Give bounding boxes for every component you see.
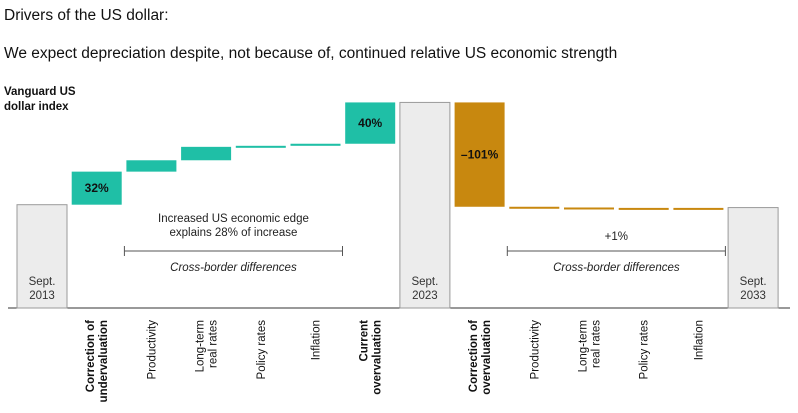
y-axis-label-line-2: dollar index [4,101,69,113]
category-label-1-0: Correction of [85,320,97,392]
category-label-5-0: Inflation [311,320,323,360]
bar-value-label-1: 32% [85,181,109,195]
category-label-12-0: Inflation [693,320,705,360]
waterfall-bar-13 [727,207,779,309]
chart-title: Drivers of the US dollar: [4,7,169,24]
category-label-2-0: Productivity [146,320,158,380]
category-label-6-1: overvaluation [372,320,384,395]
category-label-3-0: Long-term [195,320,207,372]
waterfall-bar-3 [181,146,232,161]
waterfall-bar-11 [618,207,669,210]
category-label-6-0: Current [359,320,371,362]
waterfall-bar-5 [290,143,341,146]
waterfall-bar-4 [235,145,286,148]
waterfall-bar-8 [454,102,505,207]
category-label-3-1: real rates [208,320,220,368]
category-label-4-0: Policy rates [256,320,268,380]
waterfall-bar-12 [673,207,724,210]
waterfall-bar-0 [16,204,68,309]
category-label-11-0: Policy rates [639,320,651,380]
waterfall-bar-10 [564,207,614,210]
waterfall-bar-6 [345,102,396,144]
bracket-left-label: Cross-border differences [170,262,297,274]
waterfall-bar-7 [399,101,451,309]
category-label-9-0: Productivity [529,320,541,380]
waterfall-bar-9 [509,206,560,209]
category-label-10-1: real rates [591,320,603,368]
category-label-10-0: Long-term [578,320,590,372]
annot-edge-line-1: explains 28% of increase [170,227,298,239]
period-label-7-0: Sept. [411,276,438,288]
category-label-8-1: overvaluation [481,320,493,395]
period-label-13-0: Sept. [740,276,767,288]
bar-value-label-6: 40% [358,116,382,130]
bar-value-label-8: –101% [461,148,499,162]
period-label-7-1: 2023 [412,290,438,302]
category-label-8-0: Correction of [468,320,480,392]
category-label-1-1: undervaluation [98,320,110,402]
annot-plus1-line-0: +1% [605,231,628,243]
period-label-13-1: 2033 [740,290,766,302]
waterfall-bar-2 [126,160,177,172]
annot-edge-line-0: Increased US economic edge [158,213,309,225]
chart-subtitle: We expect depreciation despite, not beca… [4,45,617,62]
bracket-right-label: Cross-border differences [553,262,680,274]
waterfall-bar-1 [71,171,122,205]
period-label-0-1: 2013 [29,290,55,302]
y-axis-label-line-1: Vanguard US [4,86,76,98]
period-label-0-0: Sept. [29,276,56,288]
